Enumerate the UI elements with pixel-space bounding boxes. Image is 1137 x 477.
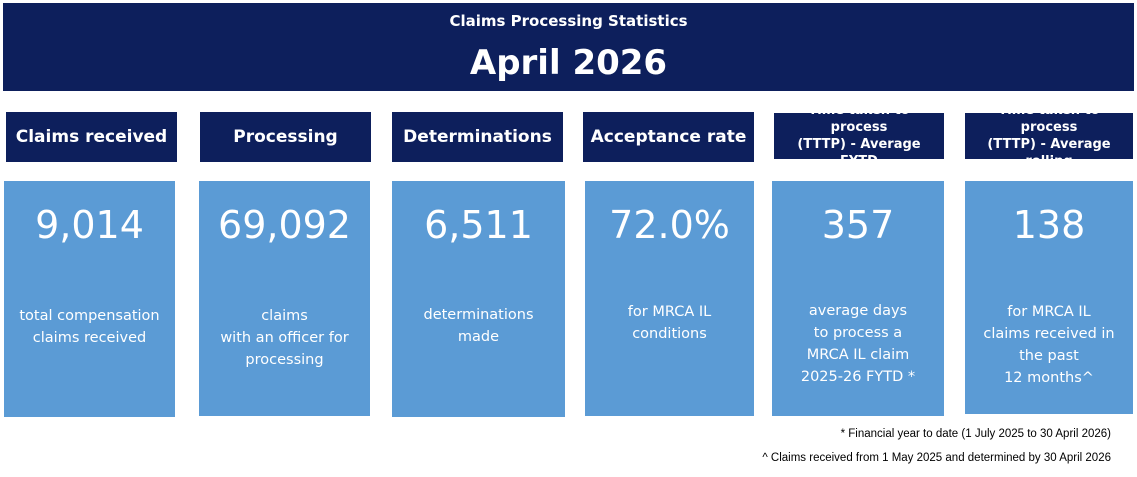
- claims-received-value: 9,014: [35, 203, 144, 247]
- tttp-rolling-value: 138: [1012, 203, 1086, 247]
- tttp-fytd-header: Time taken to process (TTTP) - Average FY…: [774, 103, 944, 169]
- determinations-value: 6,511: [424, 203, 533, 247]
- determinations-description: determinations made: [423, 307, 534, 345]
- acceptance-rate-card: 72.0% for MRCA IL conditions: [585, 181, 754, 416]
- tttp-rolling-card: 138 for MRCA IL claims received in the pas…: [965, 181, 1133, 414]
- banner-subtitle: Claims Processing Statistics: [449, 12, 688, 30]
- acceptance-rate-value: 72.0%: [609, 203, 730, 247]
- title-banner: Claims Processing Statistics April 2026: [3, 3, 1134, 91]
- claims-received-header: Claims received: [6, 112, 177, 162]
- tttp-rolling-description: for MRCA IL claims received in the past 12 …: [983, 304, 1115, 386]
- footnote-fytd: * Financial year to date (1 July 2025 to…: [840, 428, 1111, 440]
- processing-description: claims with an officer for processing: [220, 308, 349, 368]
- acceptance-rate-header: Acceptance rate: [583, 112, 754, 162]
- banner-title: April 2026: [469, 43, 668, 83]
- processing-value: 69,092: [218, 203, 351, 247]
- acceptance-rate-description: for MRCA IL conditions: [627, 304, 712, 342]
- claims-received-card: 9,014 total compensation claims received: [4, 181, 175, 417]
- tttp-fytd-card: 357 average days to process a MRCA IL clai…: [772, 181, 944, 416]
- tttp-fytd-description: average days to process a MRCA IL claim 202…: [800, 303, 916, 385]
- tttp-fytd-value: 357: [821, 203, 895, 247]
- processing-header: Processing: [200, 112, 371, 162]
- determinations-card: 6,511 determinations made: [392, 181, 565, 417]
- determinations-header: Determinations: [392, 112, 563, 162]
- tttp-rolling-header: Time taken to process (TTTP) - Average ro…: [965, 103, 1133, 169]
- claims-received-description: total compensation claims received: [19, 308, 160, 346]
- processing-card: 69,092 claims with an officer for processi…: [199, 181, 370, 416]
- footnote-rolling: ^ Claims received from 1 May 2025 and de…: [762, 452, 1111, 464]
